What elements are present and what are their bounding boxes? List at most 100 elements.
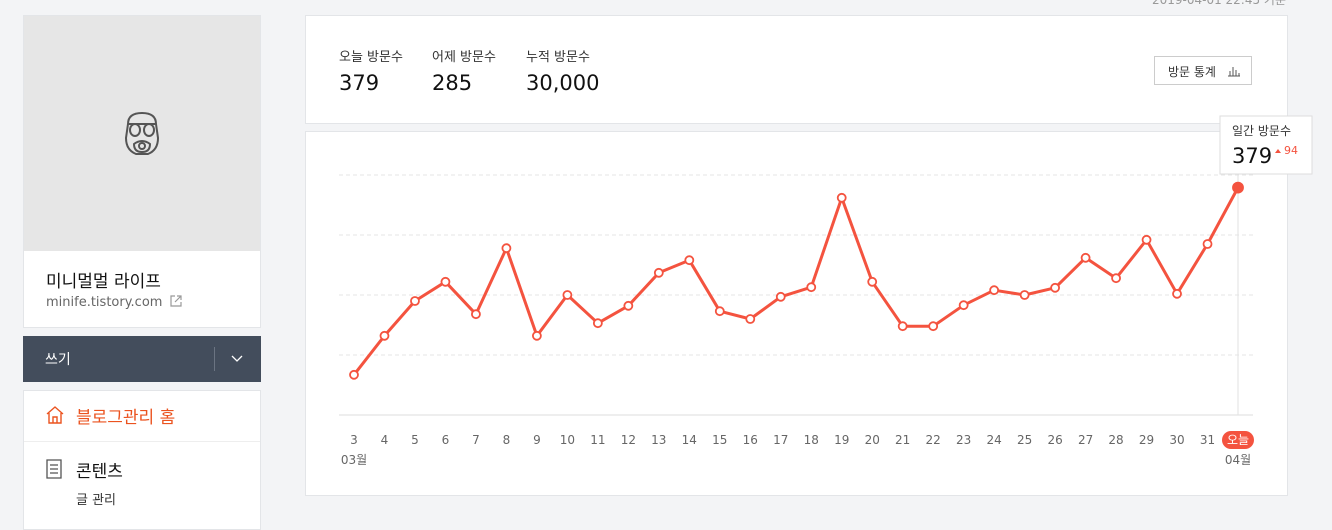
dropdown-icon[interactable] [231,354,243,364]
x-tick-label: 14 [682,433,697,447]
point [1202,239,1213,249]
x-tick-label: 3 [350,433,358,447]
point [1050,282,1061,293]
tooltip-value: 379 [1232,144,1272,168]
chart-card [305,131,1288,496]
tooltip-change: 94 [1284,144,1298,157]
menu-card: 블로그관리 홈 콘텐츠 글 관리 [23,390,261,530]
stat-value: 379 [339,71,380,95]
chart: 3 4 5 6 7 8 9 10 11 12 13 14 15 16 17 18 19 20 21 22 23 24 25 2… [339,115,1313,467]
profile-image[interactable] [24,16,260,251]
line [352,186,1240,376]
submenu-item[interactable]: 글 관리 [76,493,117,508]
divider [214,347,215,371]
x-tick-label: 16 [743,433,758,447]
point [745,314,756,324]
x-tick-label: 5 [411,433,419,447]
x-tick-label: 8 [503,433,511,447]
x-tick-label: 28 [1108,433,1123,447]
timestamp: 2019-04-01 22:45 기준 [1151,0,1286,7]
x-tick-label: 12 [621,433,636,447]
point [531,330,542,341]
tooltip-label: 일간 방문수 [1232,124,1291,138]
page: 2019-04-01 22:45 기준 미니멀멀 라이프 minife.tist… [23,0,1313,530]
stat-value: 285 [432,71,473,95]
menu-item[interactable]: 블로그관리 홈 [76,408,176,428]
month-label: 03월 [341,453,367,467]
up-arrow [1275,149,1281,153]
point [1172,288,1182,299]
stats-card: 오늘 방문수 379 어제 방문수 285 누적 방문수 30,000 방문 통계 [305,15,1288,124]
point [775,291,786,302]
menu-item[interactable]: 콘텐츠 [76,462,123,482]
external-link-icon [169,295,182,307]
x-tick-label: 21 [895,433,910,447]
today-badge [1222,431,1254,449]
x-tick-label: 17 [773,433,788,447]
x-tick-label: 10 [560,433,575,447]
tooltip-box [1219,115,1313,175]
x-tick-label: 25 [1017,433,1032,447]
x-tick-label: 20 [865,433,880,447]
point [1111,273,1121,284]
point [714,306,725,317]
point [501,243,512,254]
point [592,318,603,329]
point [958,300,969,311]
x-tick-label: 23 [956,433,971,447]
point [471,309,481,320]
x-tick-label: 22 [926,433,941,447]
tooltip: 일간 방문수 379 94 [1219,115,1313,175]
stat-label: 어제 방문수 [432,50,496,65]
x-tick-label: 26 [1047,433,1062,447]
x-tick-label: 오늘 [1227,433,1249,447]
write-button[interactable]: 쓰기 [23,336,261,382]
avatar-icon [124,111,160,155]
x-tick-label: 11 [590,433,605,447]
x-tick-label: 27 [1078,433,1093,447]
x-tick-label: 24 [986,433,1001,447]
menu-divider [24,441,260,442]
point [1232,181,1244,194]
x-tick-label: 18 [804,433,819,447]
point [1019,290,1030,300]
stat-label: 누적 방문수 [526,50,590,65]
x-tick-label: 13 [651,433,666,447]
x-tick-label: 15 [712,433,727,447]
point [989,285,1000,296]
stat-label: 오늘 방문수 [339,50,403,65]
write-button-label: 쓰기 [45,352,71,368]
x-tick-label: 4 [381,433,389,447]
x-tick-label: 29 [1139,433,1154,447]
x-tick-label: 30 [1169,433,1184,447]
point [349,369,359,380]
point [867,276,878,287]
stat-value: 30,000 [526,71,600,95]
x-tick-label: 19 [834,433,849,447]
point [440,276,451,287]
x-tick-label: 6 [442,433,450,447]
blog-url-text[interactable]: minife.tistory.com [46,295,163,310]
point [562,290,573,300]
point [379,330,390,341]
point [653,267,664,278]
point [1080,252,1091,263]
content-icon [46,459,62,479]
point [928,321,939,332]
x-tick-label: 9 [533,433,541,447]
month-label: 04월 [1225,453,1251,467]
stats-button[interactable]: 방문 통계 [1154,56,1252,85]
profile-card: 미니멀멀 라이프 minife.tistory.com [23,15,261,328]
point [1141,234,1152,245]
point [623,300,634,311]
point [410,296,420,306]
home-icon [46,406,64,424]
blog-url[interactable]: minife.tistory.com [46,295,182,310]
stats-button-label: 방문 통계 [1168,65,1216,79]
point [836,192,847,203]
point [806,282,817,293]
x-tick-label: 31 [1200,433,1215,447]
point [684,255,695,266]
blog-name: 미니멀멀 라이프 [46,272,161,292]
bar-icon [1228,67,1240,77]
